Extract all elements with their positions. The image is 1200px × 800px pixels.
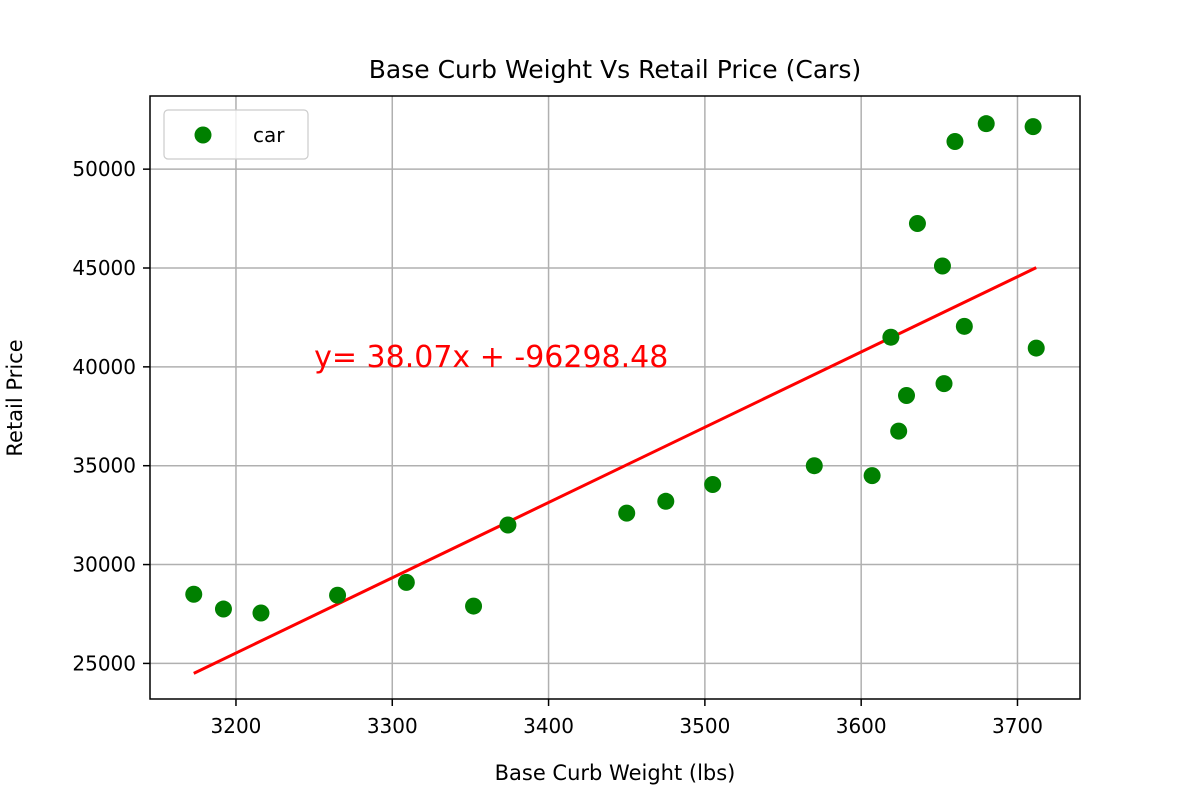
y-axis-ticks: 25000 30000 35000 40000 45000 50000 — [72, 157, 150, 675]
data-point — [955, 317, 973, 335]
data-point — [935, 375, 953, 393]
data-point — [977, 115, 995, 133]
data-point — [397, 573, 415, 591]
data-point — [618, 504, 636, 522]
data-point — [1027, 339, 1045, 357]
x-axis-label: Base Curb Weight (lbs) — [495, 761, 736, 785]
legend-marker — [194, 126, 212, 144]
grid — [150, 96, 1080, 699]
data-point — [863, 467, 881, 485]
x-tick-label: 3500 — [679, 714, 730, 738]
data-point — [499, 516, 517, 534]
x-axis-ticks: 3200 3300 3400 3500 3600 3700 — [211, 699, 1043, 738]
y-tick-label: 35000 — [72, 454, 136, 478]
data-point — [657, 492, 675, 510]
x-tick-label: 3300 — [367, 714, 418, 738]
data-points — [185, 115, 1045, 622]
data-point — [252, 604, 270, 622]
plot-frame — [149, 95, 1081, 700]
y-axis-label: Retail Price — [3, 339, 27, 456]
y-tick-label: 45000 — [72, 256, 136, 280]
chart-title: Base Curb Weight Vs Retail Price (Cars) — [369, 55, 861, 84]
data-point — [214, 600, 232, 618]
data-point — [185, 585, 203, 603]
data-point — [882, 328, 900, 346]
y-tick-label: 25000 — [72, 651, 136, 675]
data-point — [898, 387, 916, 405]
data-point — [465, 597, 483, 615]
y-tick-label: 50000 — [72, 157, 136, 181]
data-point — [933, 257, 951, 275]
legend-box — [163, 109, 309, 160]
x-tick-label: 3600 — [836, 714, 887, 738]
data-point — [805, 457, 823, 475]
data-point — [908, 215, 926, 233]
data-point — [1024, 118, 1042, 136]
legend: car — [163, 109, 309, 160]
y-tick-label: 30000 — [72, 553, 136, 577]
data-point — [329, 586, 347, 604]
data-point — [946, 132, 964, 150]
legend-label: car — [253, 123, 285, 147]
y-tick-label: 40000 — [72, 355, 136, 379]
x-tick-label: 3400 — [523, 714, 574, 738]
data-point — [890, 422, 908, 440]
data-point — [704, 475, 722, 493]
x-tick-label: 3700 — [992, 714, 1043, 738]
regression-equation: y= 38.07x + -96298.48 — [314, 340, 668, 375]
x-tick-label: 3200 — [211, 714, 262, 738]
